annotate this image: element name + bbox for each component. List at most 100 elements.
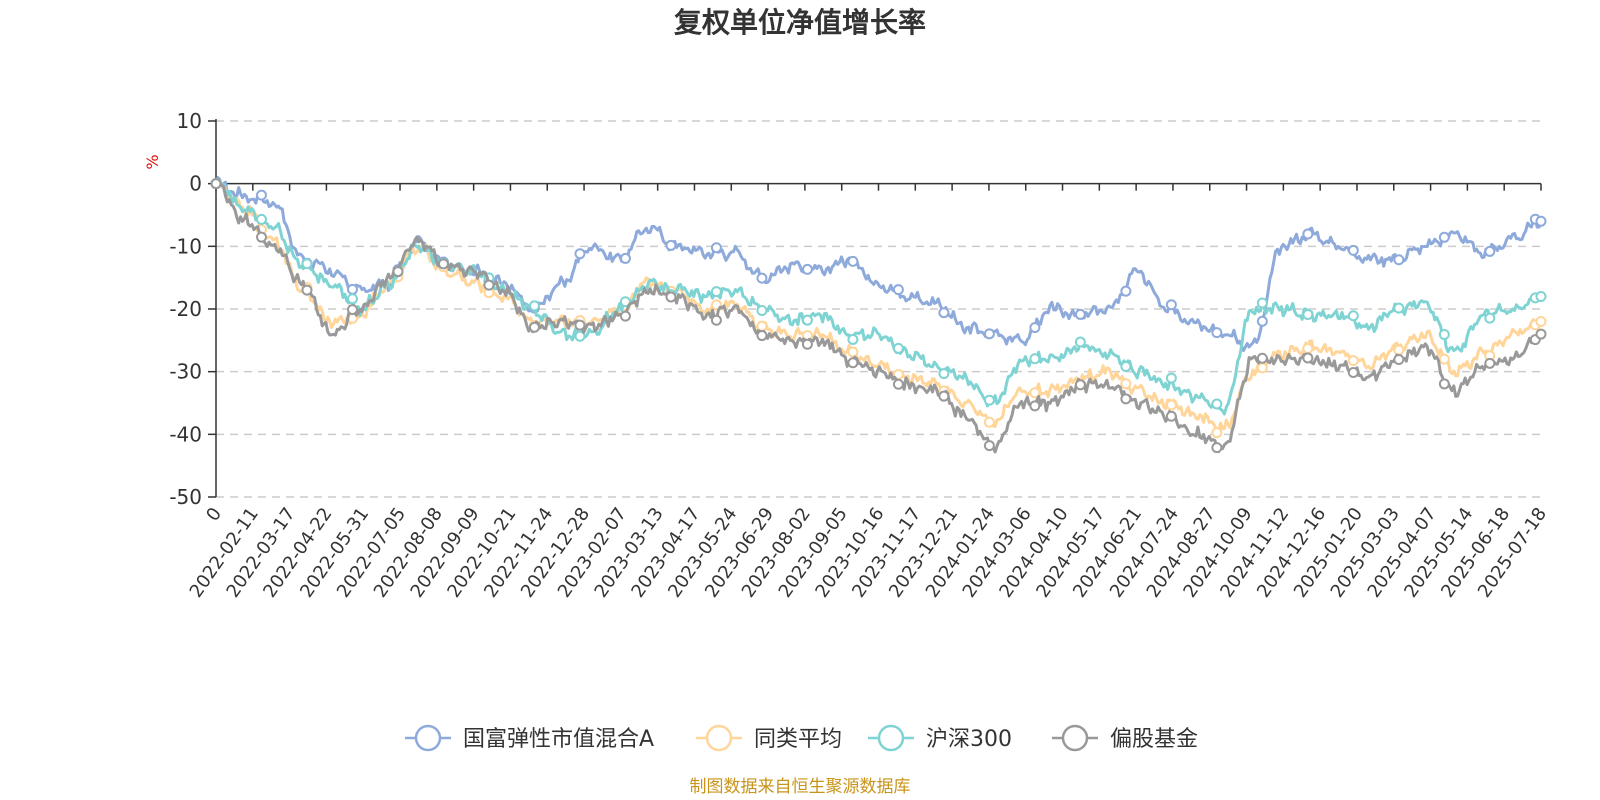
- series-point: [892, 378, 904, 390]
- series-point: [1120, 378, 1132, 390]
- series-point: [1347, 355, 1359, 367]
- legend-label: 偏股基金: [1110, 727, 1198, 752]
- source-note: 制图数据来自恒生聚源数据库: [690, 777, 911, 797]
- series-point: [938, 368, 950, 380]
- series-line: [215, 181, 1542, 435]
- legend-item[interactable]: 沪深300: [868, 724, 1012, 752]
- legend-label: 沪深300: [926, 727, 1012, 752]
- series-point: [619, 296, 631, 308]
- series-point: [1347, 366, 1359, 378]
- series-point: [1393, 354, 1405, 366]
- series-point: [619, 252, 631, 264]
- series-point: [1302, 228, 1314, 240]
- series-point: [801, 338, 813, 350]
- series-point: [1256, 297, 1268, 309]
- x-tick-label: 0: [202, 504, 226, 525]
- series-point: [574, 330, 586, 342]
- legend-item[interactable]: 同类平均: [696, 724, 842, 752]
- series-point: [1438, 378, 1450, 390]
- series-point: [1438, 353, 1450, 365]
- chart-title: 复权单位净值增长率: [674, 6, 926, 39]
- y-tick-label: -10: [169, 234, 202, 258]
- series-point: [1165, 372, 1177, 384]
- series-point: [1393, 302, 1405, 314]
- legend[interactable]: 国富弹性市值混合A 同类平均 沪深300 偏股基金: [405, 724, 1198, 752]
- series-point: [756, 330, 768, 342]
- series-point: [983, 328, 995, 340]
- series-point: [1535, 215, 1547, 227]
- series-point: [1484, 312, 1496, 324]
- y-tick-label: 0: [189, 172, 202, 196]
- series-line: [214, 178, 1542, 454]
- y-axis-unit: %: [143, 154, 162, 169]
- series-point: [1074, 308, 1086, 320]
- series-point: [756, 304, 768, 316]
- series-point: [1484, 357, 1496, 369]
- series-point: [1029, 400, 1041, 412]
- grid-lines: [216, 120, 1541, 498]
- series-point: [710, 314, 722, 326]
- series-point: [1256, 315, 1268, 327]
- series-point: [1120, 361, 1132, 373]
- y-tick-label: 10: [177, 109, 202, 133]
- series-point: [1256, 352, 1268, 364]
- series-point: [892, 342, 904, 354]
- series-point: [847, 357, 859, 369]
- series-point: [210, 178, 222, 190]
- legend-marker-icon: [705, 724, 733, 752]
- legend-marker-icon: [414, 724, 442, 752]
- series-point: [1438, 231, 1450, 243]
- series-point: [437, 258, 449, 270]
- series-point: [1211, 327, 1223, 339]
- series-point: [710, 286, 722, 298]
- series-point: [1484, 245, 1496, 257]
- series-point: [756, 272, 768, 284]
- series-point: [1535, 328, 1547, 340]
- series-layer: [210, 176, 1547, 454]
- series-point: [346, 304, 358, 316]
- y-tick-label: -20: [169, 297, 202, 321]
- series-point: [1302, 343, 1314, 355]
- series-point: [301, 258, 313, 270]
- series-point: [574, 319, 586, 331]
- series-point: [255, 189, 267, 201]
- series-point: [1165, 410, 1177, 422]
- series-point: [938, 307, 950, 319]
- legend-label: 同类平均: [754, 727, 842, 752]
- series-point: [392, 266, 404, 278]
- series-point: [1535, 316, 1547, 328]
- series-point: [983, 416, 995, 428]
- series-point: [1302, 308, 1314, 320]
- series-point: [1211, 398, 1223, 410]
- series-point: [1120, 393, 1132, 405]
- series-point: [346, 283, 358, 295]
- series-point: [1074, 379, 1086, 391]
- y-tick-label: -40: [169, 422, 202, 446]
- legend-item[interactable]: 偏股基金: [1052, 724, 1198, 752]
- y-axis: 10 0 -10 -20 -30 -40 -50: [169, 109, 217, 509]
- series-point: [938, 390, 950, 402]
- series-point: [1074, 336, 1086, 348]
- series-point: [801, 314, 813, 326]
- series-point: [1535, 290, 1547, 302]
- y-tick-label: -50: [169, 485, 202, 509]
- series-point: [1256, 362, 1268, 374]
- x-axis: 02022-02-112022-03-172022-04-222022-05-3…: [186, 182, 1551, 602]
- series-point: [1347, 244, 1359, 256]
- series-point: [847, 333, 859, 345]
- series-point: [1029, 353, 1041, 365]
- series-point: [1120, 285, 1132, 297]
- legend-item[interactable]: 国富弹性市值混合A: [405, 724, 654, 752]
- series-line: [214, 179, 1543, 416]
- series-point: [255, 231, 267, 243]
- y-tick-label: -30: [169, 360, 202, 384]
- series-point: [665, 291, 677, 303]
- series-point: [847, 346, 859, 358]
- series-point: [983, 394, 995, 406]
- series-line: [214, 176, 1543, 353]
- series-point: [1029, 322, 1041, 334]
- series-point: [1302, 352, 1314, 364]
- series-point: [1165, 399, 1177, 411]
- series-point: [710, 242, 722, 254]
